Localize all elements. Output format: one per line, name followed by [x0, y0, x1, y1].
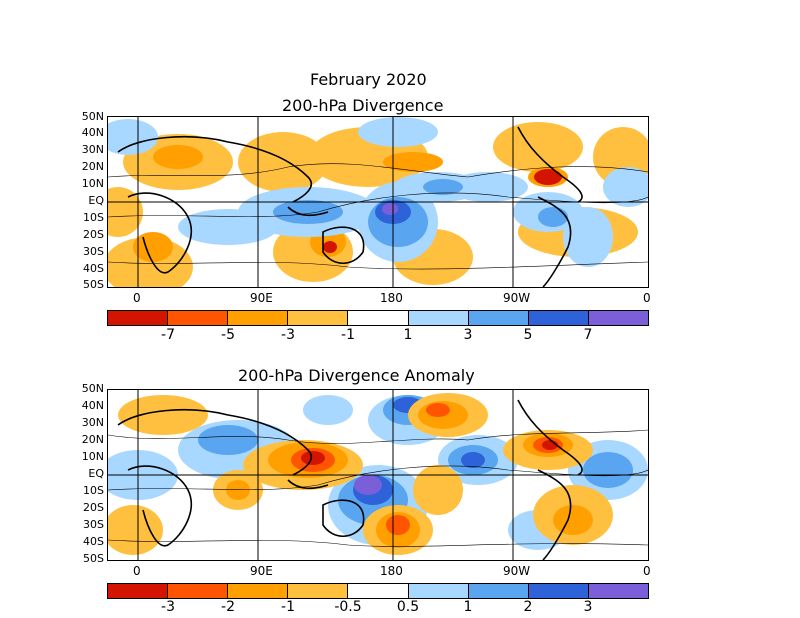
colorbar-swatch [408, 311, 469, 325]
lat-label: 40S [83, 262, 104, 275]
lat-label: 30N [81, 143, 104, 156]
colorbar-label: -0.5 [334, 599, 362, 615]
colorbar-label: -7 [161, 327, 175, 343]
colorbar-swatch [468, 311, 529, 325]
colorbar-swatch [468, 584, 529, 598]
lat-label: 20S [83, 501, 104, 514]
lat-label: 50S [83, 278, 104, 291]
lon-label: 90E [250, 564, 273, 578]
lat-label: 50S [83, 552, 104, 565]
lat-label: 10S [83, 211, 104, 224]
panel2-map [107, 389, 649, 561]
colorbar-label: 5 [523, 327, 533, 343]
colorbar-label: 1 [403, 327, 413, 343]
colorbar-label: -5 [221, 327, 235, 343]
colorbar-swatch [288, 584, 349, 598]
colorbar-label: -1 [281, 599, 295, 615]
panel2-title: 200-hPa Divergence Anomaly [238, 366, 475, 385]
colorbar-swatch [288, 311, 349, 325]
lon-label: 90W [503, 564, 531, 578]
colorbar-label: 3 [583, 599, 593, 615]
lon-label: 180 [380, 291, 403, 305]
lon-label: 0 [133, 291, 141, 305]
colorbar-label: 0.5 [396, 599, 420, 615]
lon-label: 0 [643, 291, 651, 305]
lat-label: 10N [81, 177, 104, 190]
colorbar-label: 3 [463, 327, 473, 343]
lat-label: 40N [81, 399, 104, 412]
lat-label: 10S [83, 484, 104, 497]
lat-label: EQ [88, 467, 104, 480]
lat-label: 40N [81, 126, 104, 139]
lat-label: 10N [81, 450, 104, 463]
lon-label: 0 [133, 564, 141, 578]
lat-label: EQ [88, 194, 104, 207]
colorbar-swatch [528, 584, 589, 598]
colorbar-label: -3 [281, 327, 295, 343]
panel1-title: 200-hPa Divergence [282, 96, 444, 115]
lat-label: 20N [81, 433, 104, 446]
colorbar-label: -3 [161, 599, 175, 615]
colorbar-swatch [228, 584, 289, 598]
lat-label: 30N [81, 416, 104, 429]
colorbar-swatch [168, 584, 229, 598]
lat-label: 40S [83, 535, 104, 548]
colorbar-label: 7 [583, 327, 593, 343]
lon-label: 90E [250, 291, 273, 305]
lat-label: 30S [83, 245, 104, 258]
lon-label: 0 [643, 564, 651, 578]
colorbar-swatch [408, 584, 469, 598]
colorbar-swatch [348, 584, 409, 598]
colorbar-swatch [588, 311, 648, 325]
lon-label: 180 [380, 564, 403, 578]
lat-label: 20N [81, 160, 104, 173]
colorbar-label: 2 [523, 599, 533, 615]
colorbar-swatch [228, 311, 289, 325]
colorbar-swatch [108, 584, 169, 598]
colorbar-swatch [168, 311, 229, 325]
divergence-field [108, 117, 648, 287]
lat-label: 20S [83, 228, 104, 241]
lat-label: 50N [81, 110, 104, 123]
lat-label: 50N [81, 382, 104, 395]
lon-label: 90W [503, 291, 531, 305]
colorbar-swatch [108, 311, 169, 325]
panel2-colorbar [107, 583, 649, 599]
lat-label: 30S [83, 518, 104, 531]
colorbar-label: -1 [341, 327, 355, 343]
figure-title: February 2020 [310, 70, 427, 89]
colorbar-swatch [348, 311, 409, 325]
divergence-anomaly-field [108, 390, 648, 560]
colorbar-label: -2 [221, 599, 235, 615]
colorbar-label: 1 [463, 599, 473, 615]
panel1-map [107, 116, 649, 288]
colorbar-swatch [528, 311, 589, 325]
panel1-colorbar [107, 310, 649, 326]
colorbar-swatch [588, 584, 648, 598]
